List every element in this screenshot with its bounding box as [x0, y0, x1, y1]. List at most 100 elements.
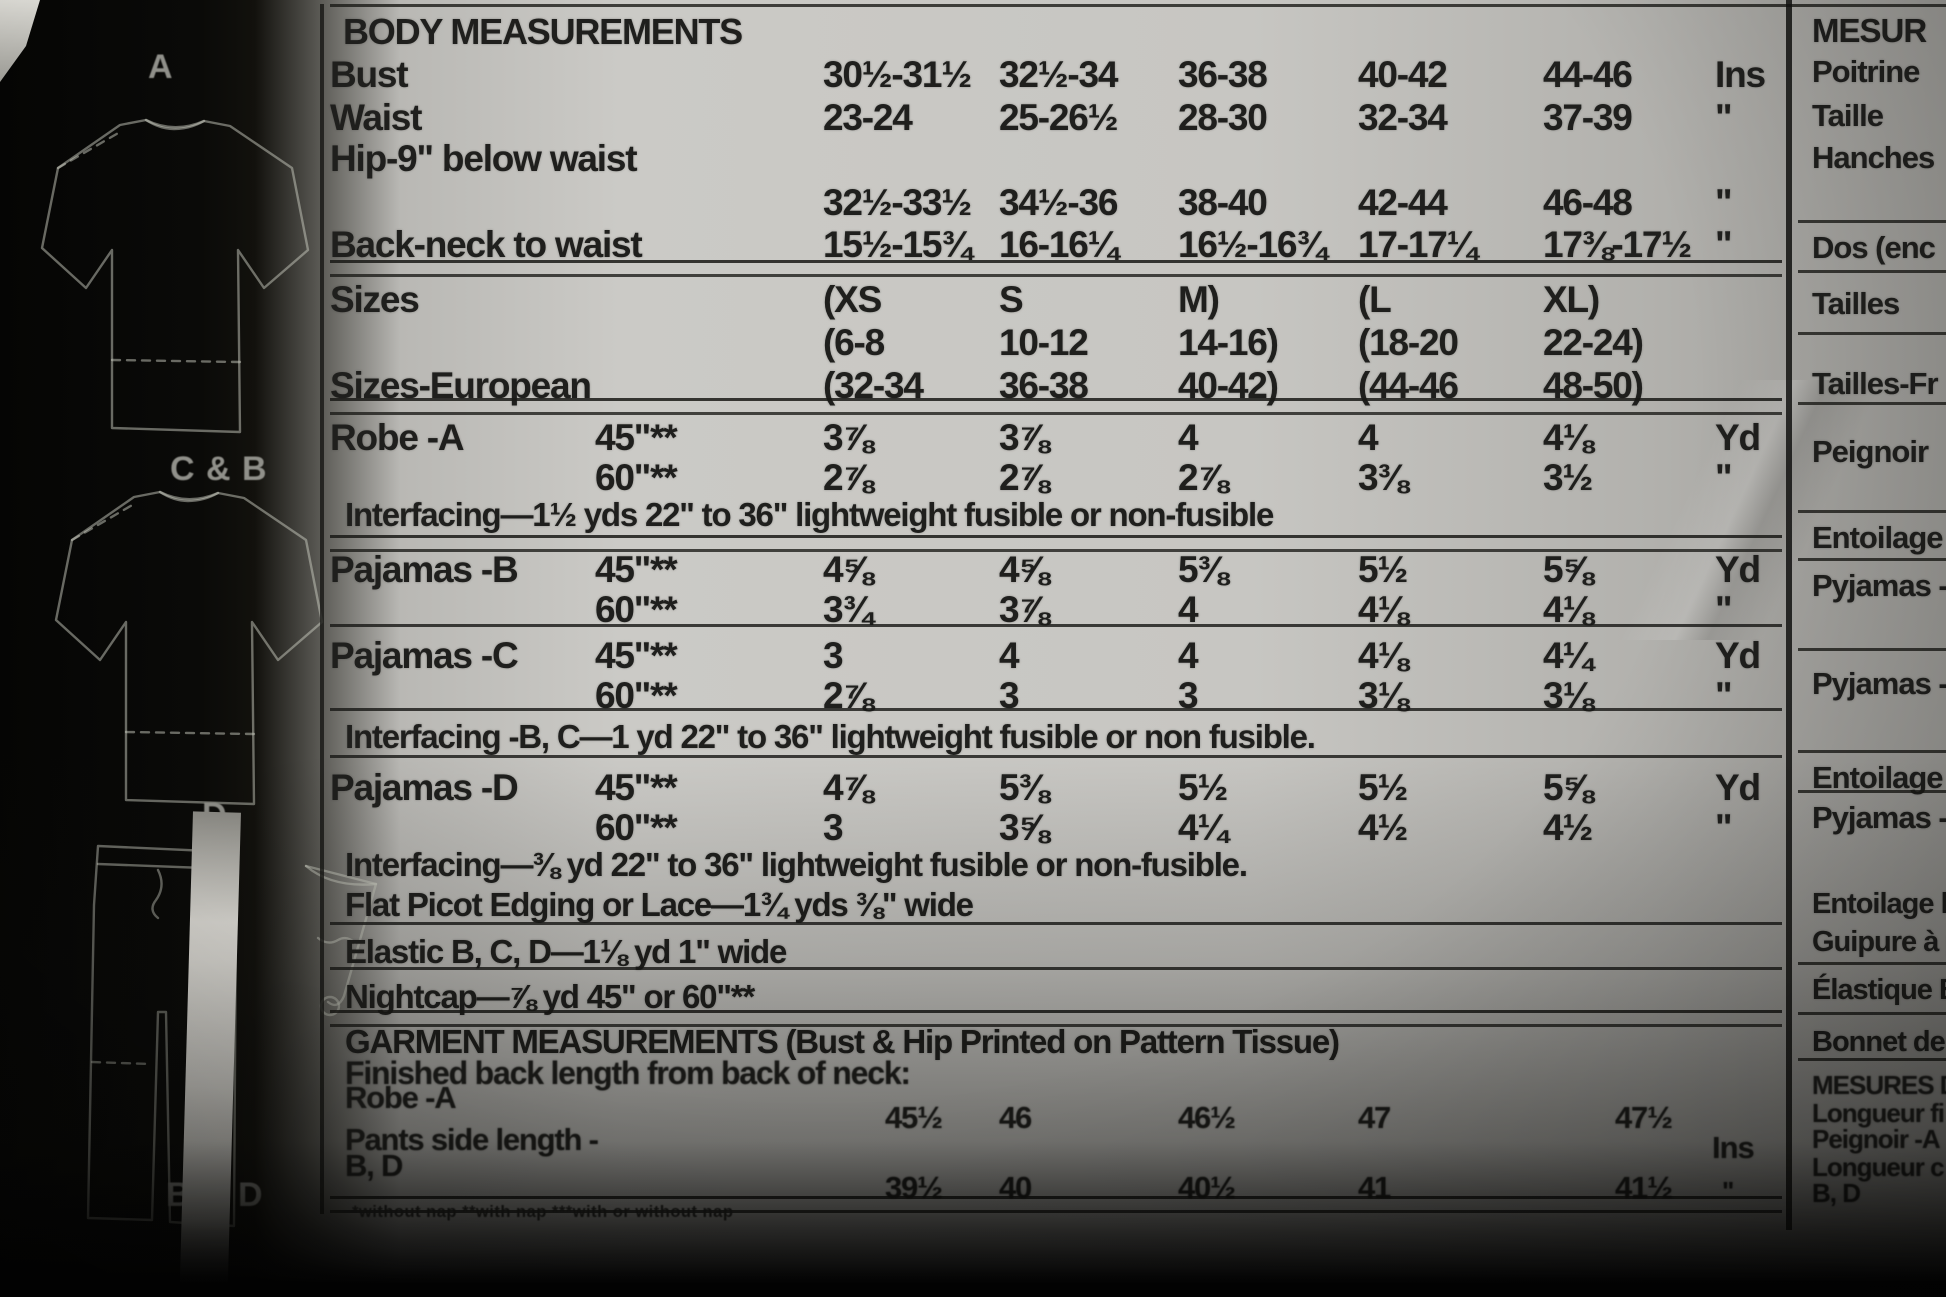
cell — [545, 99, 795, 136]
cell: 5⅝ — [1543, 549, 1593, 590]
row-label — [330, 459, 545, 496]
fabric-width: 45"** — [595, 417, 678, 458]
divider — [1798, 1012, 1946, 1015]
interfacing-bc-note: Interfacing -B, C—1 yd 22" to 36" lightw… — [345, 718, 1316, 755]
fr-mesures: MESUR — [1812, 12, 1927, 49]
cell: 5½ — [1358, 767, 1408, 808]
language-divider — [1786, 0, 1792, 1230]
cell: 5⅜ — [999, 767, 1049, 808]
fr-dos: Dos (enc — [1812, 230, 1936, 265]
cell: 47½ — [1615, 1100, 1673, 1135]
cell: 3⅞ — [823, 417, 873, 458]
row-label: Hip-9" below waist — [330, 138, 638, 179]
table-row-sizes-numeric: (6-8 10-12 14-16) (18-20 22-24) — [330, 324, 1780, 361]
cell: 17⅜-17½ — [1543, 224, 1692, 265]
cell: 4⅛ — [1543, 417, 1593, 458]
cell: 3⅝ — [999, 807, 1049, 848]
cell: 15½-15¾ — [823, 224, 972, 265]
unit-cell: " — [1715, 97, 1733, 138]
cell: 30½-31½ — [823, 54, 972, 95]
divider — [330, 755, 1782, 758]
cell: 47 — [1358, 1100, 1391, 1135]
cell: 22-24) — [1543, 322, 1644, 363]
row-label: Robe -A — [330, 417, 465, 458]
cell: 17-17¼ — [1358, 224, 1477, 265]
table-row-pajamas-b-45: Pajamas -B 45"** 4⅝ 4⅝ 5⅜ 5½ 5⅝ Yd — [330, 551, 1780, 588]
fr-b-d: B, D — [1812, 1178, 1861, 1208]
cell: 42-44 — [1358, 182, 1448, 223]
fr-entoilage-2: Entoilage — [1812, 760, 1944, 795]
cell: 4 — [1178, 635, 1199, 676]
cell: 3⅜ — [1358, 457, 1408, 498]
cell: 32-34 — [1358, 97, 1448, 138]
cell: 4 — [999, 635, 1020, 676]
cell: 3 — [823, 807, 844, 848]
divider — [1798, 648, 1946, 651]
unit-cell: Yd — [1715, 635, 1761, 676]
table-row-waist: Waist 23-24 25-26½ 28-30 32-34 37-39 " — [330, 99, 1780, 136]
row-label: Bust — [330, 54, 409, 95]
cell — [545, 324, 795, 361]
divider — [1798, 790, 1946, 793]
table-row-pajamas-d-45: Pajamas -D 45"** 4⅞ 5⅜ 5½ 5½ 5⅝ Yd — [330, 769, 1780, 806]
cell: 14-16) — [1178, 322, 1279, 363]
row-label: Waist — [330, 97, 423, 138]
fr-mesures-du: MESURES D — [1812, 1070, 1946, 1100]
cell: XL) — [1543, 279, 1600, 320]
cell: 23-24 — [823, 97, 913, 138]
divider — [330, 967, 1782, 970]
table-left-border — [320, 4, 324, 1214]
unit-cell: Yd — [1715, 767, 1761, 808]
fabric-width: 60"** — [595, 807, 678, 848]
divider — [1798, 402, 1946, 405]
fr-peignoir: Peignoir — [1812, 434, 1929, 469]
cell — [1675, 281, 1780, 318]
unit-cell: Ins — [1715, 54, 1766, 95]
table-row-back-neck: Back-neck to waist 15½-15¾ 16-16¼ 16½-16¾ 17… — [330, 226, 1780, 263]
cell — [545, 226, 795, 263]
cell: 4⅛ — [1358, 589, 1408, 630]
nap-footnote: *without nap **with nap ***with or witho… — [352, 1203, 734, 1221]
cell: 4¼ — [1178, 807, 1228, 848]
fr-pyjamas-2: Pyjamas - — [1812, 666, 1946, 701]
cell — [545, 281, 795, 318]
fr-tailles: Tailles — [1812, 286, 1900, 321]
unit-cell: Yd — [1715, 417, 1761, 458]
fabric-width: 45"** — [595, 635, 678, 676]
body-measurements-title: BODY MEASUREMENTS — [343, 11, 743, 52]
cell: 10-12 — [999, 322, 1089, 363]
cell: 37-39 — [1543, 97, 1633, 138]
cell: 45½ — [885, 1100, 943, 1135]
cell — [1675, 1102, 1780, 1133]
cell: 3½ — [1543, 457, 1593, 498]
fr-guipure: Guipure à p — [1812, 926, 1946, 958]
view-label-a: A — [148, 48, 174, 86]
table-row-pajamas-d-60: 60"** 3 3⅝ 4¼ 4½ 4½ " — [330, 809, 1780, 846]
cell: 25-26½ — [999, 97, 1118, 138]
cell: 16-16¼ — [999, 224, 1118, 265]
fr-entoilage-3: Entoilage le — [1812, 888, 1946, 920]
fr-longueur-2: Longueur c — [1812, 1152, 1945, 1182]
cell: M) — [1178, 279, 1220, 320]
divider — [330, 398, 1782, 415]
divider — [1798, 270, 1946, 273]
cell: 32½-34 — [999, 54, 1118, 95]
fr-longueur-1: Longueur fi — [1812, 1098, 1945, 1128]
fr-tailles-fr: Tailles-Fr — [1812, 366, 1939, 401]
table-row-robe-60: 60"** 2⅞ 2⅞ 2⅞ 3⅜ 3½ " — [330, 459, 1780, 496]
cell: 32½-33½ — [823, 182, 972, 223]
cell: 3⅞ — [999, 417, 1049, 458]
table-row-sizes: Sizes (XS S M) (L XL) — [330, 281, 1780, 318]
cell — [545, 184, 795, 221]
divider — [330, 624, 1782, 627]
fr-elastique: Élastique B — [1812, 974, 1946, 1006]
fabric-width: 60"** — [595, 457, 678, 498]
unit-cell: " — [1715, 807, 1733, 848]
cell: (6-8 — [823, 322, 885, 363]
cell: 3¾ — [823, 589, 873, 630]
fr-pyjamas-1: Pyjamas - — [1812, 568, 1946, 603]
cell: 4½ — [1543, 807, 1593, 848]
unit-cell: " — [1715, 182, 1733, 223]
cell: (L — [1358, 279, 1392, 320]
cell: 28-30 — [1178, 97, 1268, 138]
